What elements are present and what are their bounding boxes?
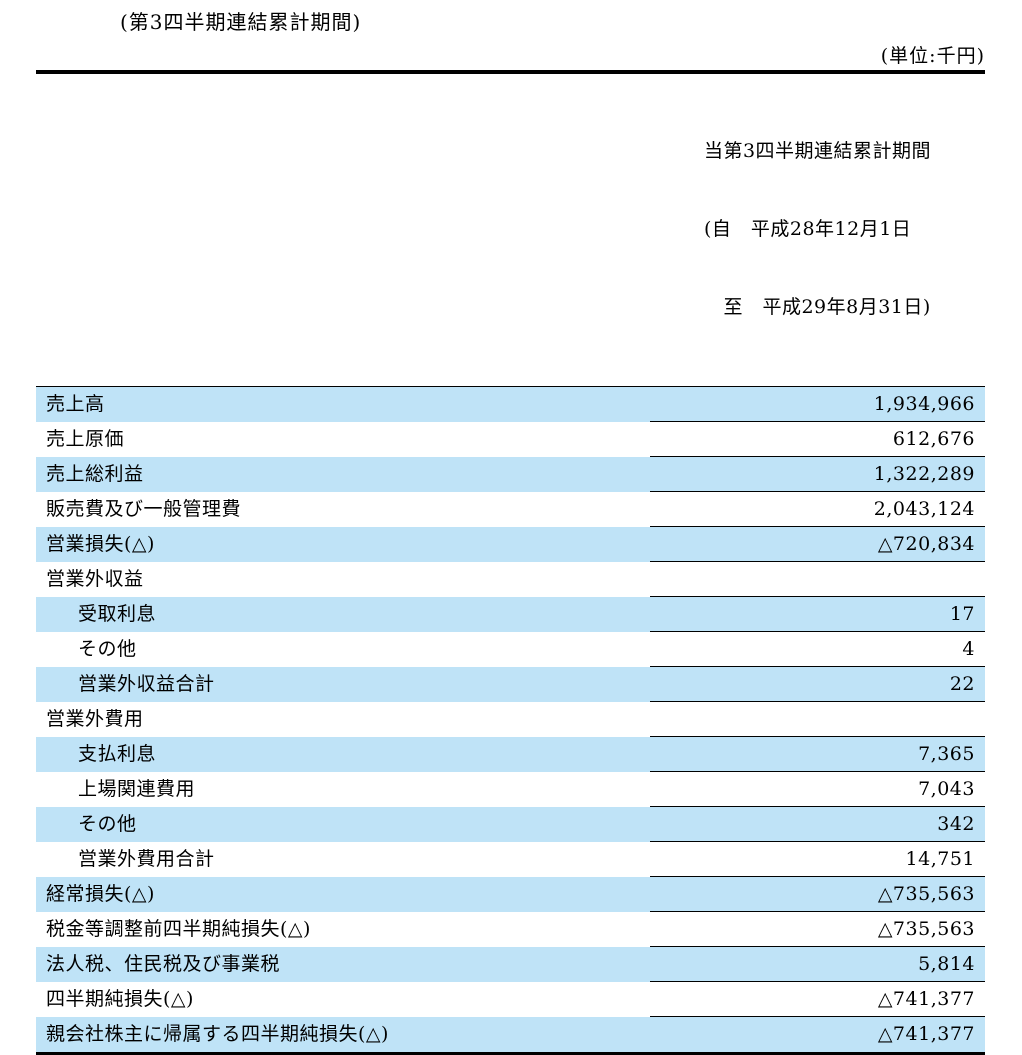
table-body: 売上高 1,934,966 売上原価 612,676 売上総利益 1,322,2… bbox=[36, 387, 985, 1052]
row-label: 四半期純損失(△) bbox=[46, 988, 194, 1010]
table-row: 売上総利益 1,322,289 bbox=[36, 457, 985, 492]
header-spacer bbox=[36, 74, 650, 386]
period-header-line3: 至 平成29年8月31日) bbox=[703, 296, 931, 318]
table-row: 営業外収益 bbox=[36, 562, 985, 597]
income-statement-table: 当第3四半期連結累計期間 (自 平成28年12月1日 至 平成29年8月31日)… bbox=[36, 70, 985, 1055]
row-label: 営業外収益合計 bbox=[78, 673, 215, 695]
statement-caption: (第3四半期連結累計期間) bbox=[120, 10, 362, 34]
row-value: 1,934,966 bbox=[650, 387, 985, 422]
table-row: 経常損失(△) △735,563 bbox=[36, 877, 985, 912]
table-row: 親会社株主に帰属する四半期純損失(△) △741,377 bbox=[36, 1017, 985, 1052]
row-label: その他 bbox=[78, 813, 137, 835]
row-value: 1,322,289 bbox=[650, 457, 985, 492]
row-label: 経常損失(△) bbox=[46, 883, 155, 905]
row-label: 営業外費用合計 bbox=[78, 848, 215, 870]
row-value: 5,814 bbox=[650, 947, 985, 982]
row-label: 営業損失(△) bbox=[46, 533, 155, 555]
period-column-header: 当第3四半期連結累計期間 (自 平成28年12月1日 至 平成29年8月31日) bbox=[650, 74, 985, 386]
table-row: 営業外費用合計 14,751 bbox=[36, 842, 985, 877]
period-header-line1: 当第3四半期連結累計期間 bbox=[703, 140, 932, 162]
row-value: 342 bbox=[650, 807, 985, 842]
row-value: △741,377 bbox=[877, 1023, 975, 1045]
row-label: 営業外収益 bbox=[46, 568, 144, 590]
row-value: 22 bbox=[650, 667, 985, 702]
row-value: 7,043 bbox=[650, 772, 985, 807]
table-row: 法人税、住民税及び事業税 5,814 bbox=[36, 947, 985, 982]
row-label: 売上高 bbox=[46, 393, 105, 415]
table-row: 受取利息 17 bbox=[36, 597, 985, 632]
table-row: 販売費及び一般管理費 2,043,124 bbox=[36, 492, 985, 527]
table-row: 四半期純損失(△) △741,377 bbox=[36, 982, 985, 1017]
row-label: 売上総利益 bbox=[46, 463, 144, 485]
row-label: 上場関連費用 bbox=[78, 778, 196, 800]
period-header-line2: (自 平成28年12月1日 bbox=[703, 218, 912, 240]
row-value: △741,377 bbox=[650, 982, 985, 1017]
table-row: その他 4 bbox=[36, 632, 985, 667]
table-row: 支払利息 7,365 bbox=[36, 737, 985, 772]
table-row: 営業損失(△) △720,834 bbox=[36, 527, 985, 562]
row-label: 税金等調整前四半期純損失(△) bbox=[46, 918, 311, 940]
row-label: 営業外費用 bbox=[46, 708, 144, 730]
financial-statement-page: (第3四半期連結累計期間) (単位:千円) 当第3四半期連結累計期間 (自 平成… bbox=[36, 10, 985, 1055]
row-label: 親会社株主に帰属する四半期純損失(△) bbox=[46, 1023, 389, 1045]
table-row: 営業外費用 bbox=[36, 702, 985, 737]
table-row: 上場関連費用 7,043 bbox=[36, 772, 985, 807]
table-header-row: 当第3四半期連結累計期間 (自 平成28年12月1日 至 平成29年8月31日) bbox=[36, 74, 985, 387]
table-row: 税金等調整前四半期純損失(△) △735,563 bbox=[36, 912, 985, 947]
table-row: 営業外収益合計 22 bbox=[36, 667, 985, 702]
row-value: 4 bbox=[650, 632, 985, 667]
row-value: △735,563 bbox=[650, 877, 985, 912]
row-value bbox=[650, 562, 985, 597]
unit-note: (単位:千円) bbox=[880, 45, 985, 67]
row-value: 14,751 bbox=[650, 842, 985, 877]
row-label: 受取利息 bbox=[78, 603, 157, 625]
row-value bbox=[650, 702, 985, 737]
table-row: その他 342 bbox=[36, 807, 985, 842]
row-value: 17 bbox=[650, 597, 985, 632]
table-row: 売上原価 612,676 bbox=[36, 422, 985, 457]
row-label: 法人税、住民税及び事業税 bbox=[46, 953, 281, 975]
row-label: 支払利息 bbox=[78, 743, 157, 765]
row-value: 612,676 bbox=[650, 422, 985, 457]
table-row: 売上高 1,934,966 bbox=[36, 387, 985, 422]
row-value: △720,834 bbox=[650, 527, 985, 562]
row-value: 7,365 bbox=[650, 737, 985, 772]
row-label: その他 bbox=[78, 638, 137, 660]
row-value: 2,043,124 bbox=[650, 492, 985, 527]
row-label: 売上原価 bbox=[46, 428, 125, 450]
row-label: 販売費及び一般管理費 bbox=[46, 498, 242, 520]
row-value: △735,563 bbox=[650, 912, 985, 947]
